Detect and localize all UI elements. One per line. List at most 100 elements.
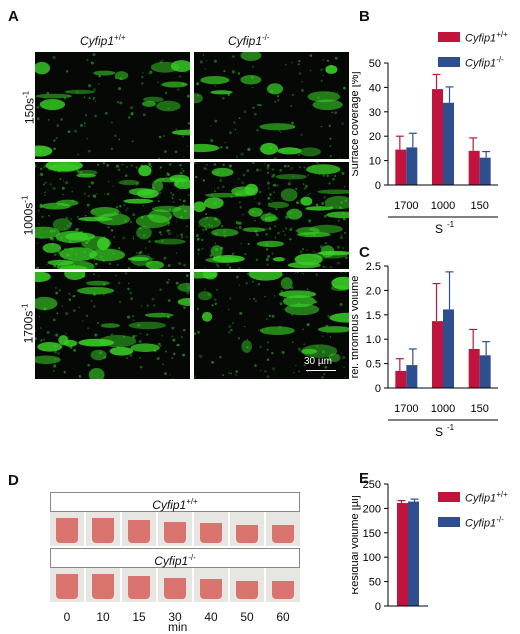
column-header-gene: Cyfip1	[228, 34, 263, 48]
clot-tube-photo	[194, 512, 228, 546]
speckle	[303, 343, 305, 345]
speckle	[186, 145, 189, 147]
speckle	[219, 355, 222, 359]
speckle	[208, 223, 211, 226]
thrombus-blob	[201, 311, 213, 322]
speckle	[237, 72, 241, 75]
speckle	[153, 304, 156, 307]
clot-tube-photo	[122, 512, 156, 546]
thrombus-blob	[329, 312, 349, 323]
speckle	[157, 157, 160, 159]
speckle	[229, 297, 232, 300]
speckle	[79, 170, 83, 174]
speckle	[103, 293, 105, 296]
thrombus-blob	[272, 257, 286, 262]
thrombus-blob	[114, 71, 129, 80]
speckle	[53, 147, 56, 151]
thrombus-blob	[128, 188, 155, 196]
speckle	[230, 328, 233, 332]
speckle	[113, 236, 116, 239]
thrombus-blob	[301, 348, 318, 355]
speckle	[58, 289, 61, 292]
panel-c-letter: C	[359, 244, 370, 261]
speckle	[74, 228, 77, 231]
speckle	[197, 94, 200, 97]
speckle	[179, 198, 181, 201]
speckle	[110, 147, 113, 150]
legend-gene: Cyfip1	[465, 57, 497, 70]
speckle	[332, 177, 335, 181]
legend-label: Cyfip1+/+	[465, 30, 508, 45]
speckle	[137, 264, 140, 267]
speckle	[85, 314, 89, 318]
speckle	[339, 236, 343, 240]
speckle	[61, 304, 64, 307]
speckle	[232, 55, 235, 58]
speckle	[299, 250, 303, 254]
speckle	[126, 357, 128, 360]
speckle	[241, 181, 245, 185]
thrombus-blob	[64, 272, 86, 280]
speckle	[244, 325, 246, 328]
thrombus-blob	[77, 286, 114, 295]
speckle	[165, 174, 168, 177]
time-tick-label: 15	[132, 610, 146, 624]
speckle	[329, 266, 332, 269]
y-tick-label: 200	[363, 503, 381, 515]
thrombus-blob	[259, 326, 295, 336]
scale-bar-line	[306, 370, 336, 371]
clot-tube-photo	[50, 512, 84, 546]
speckle	[329, 145, 332, 147]
speckle	[322, 265, 324, 268]
thrombus-blob	[171, 129, 190, 136]
speckle	[313, 250, 315, 253]
speckle	[239, 201, 241, 204]
speckle	[204, 228, 208, 231]
speckle	[187, 122, 190, 125]
speckle	[247, 147, 251, 152]
speckle	[263, 370, 267, 373]
thrombus-image	[194, 272, 349, 379]
thrombus-blob	[312, 99, 343, 111]
column-header-wildtype: Cyfip1+/+	[80, 33, 126, 48]
speckle	[326, 174, 330, 178]
speckle	[85, 114, 87, 117]
thrombus-blob	[275, 174, 307, 180]
thrombus-blob	[55, 230, 89, 244]
speckle	[342, 247, 345, 250]
speckle	[302, 328, 304, 331]
speckle	[287, 165, 290, 167]
speckle	[239, 311, 243, 315]
speckle	[56, 239, 59, 242]
speckle	[204, 225, 207, 228]
speckle	[132, 336, 135, 339]
speckle	[52, 55, 56, 59]
speckle	[343, 86, 346, 90]
speckle	[127, 266, 131, 269]
thrombus-blob	[78, 216, 113, 222]
row-label-exponent: -1	[20, 195, 30, 203]
speckle	[62, 193, 64, 196]
speckle	[273, 157, 277, 159]
speckle	[138, 339, 142, 343]
thrombus-blob	[210, 245, 223, 258]
micro-tile	[194, 52, 349, 159]
speckle	[164, 350, 168, 353]
x-tick-label: 150	[470, 403, 488, 415]
speckle	[271, 314, 275, 318]
speckle	[216, 289, 218, 291]
speckle	[220, 177, 222, 179]
speckle	[181, 167, 183, 170]
speckle	[208, 224, 210, 226]
speckle	[111, 121, 113, 124]
clot-tube-photo	[266, 512, 300, 546]
bar	[397, 503, 408, 606]
speckle	[290, 121, 294, 125]
thrombus-blob	[331, 276, 349, 290]
speckle	[129, 291, 133, 295]
speckle	[157, 81, 159, 83]
speckle	[307, 174, 309, 176]
thrombus-blob	[37, 342, 63, 352]
speckle	[236, 221, 240, 225]
speckle	[146, 333, 149, 336]
